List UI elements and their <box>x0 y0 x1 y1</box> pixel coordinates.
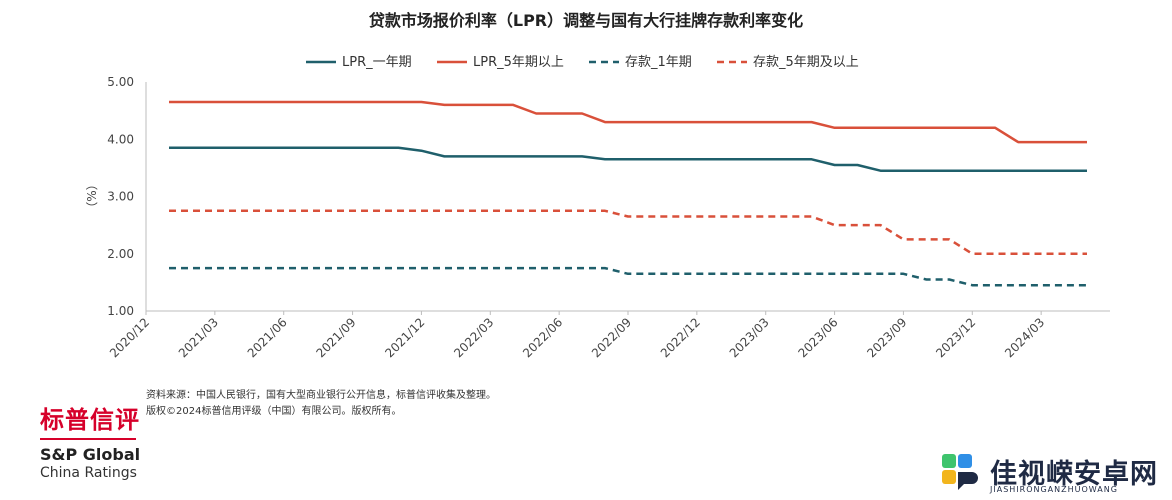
chart-title: 贷款市场报价利率（LPR）调整与国有大行挂牌存款利率变化 <box>369 11 803 30</box>
legend-label: 存款_1年期 <box>625 55 692 70</box>
y-tick-label: 5.00 <box>107 75 134 89</box>
x-tick-label: 2021/12 <box>382 315 427 360</box>
x-tick-label: 2022/03 <box>451 315 496 360</box>
y-ticks: 5.00 4.00 3.00 2.00 1.00 <box>107 75 134 318</box>
x-ticks: 2020/12 2021/03 2021/06 2021/09 2021/12 2022/… <box>107 311 1047 360</box>
copyright-line: 版权©2024标普信用评级（中国）有限公司。版权所有。 <box>146 406 402 417</box>
x-tick-label: 2021/03 <box>176 315 221 360</box>
y-tick-label: 2.00 <box>107 247 134 261</box>
x-tick-label: 2023/06 <box>796 315 841 360</box>
series-line-solid <box>169 100 1087 144</box>
source-line: 资料来源：中国人民银行，国有大型商业银行公开信息，标普信评收集及整理。 <box>146 390 496 401</box>
y-tick-label: 1.00 <box>107 304 134 318</box>
x-tick-label: 2020/12 <box>107 315 152 360</box>
series-line-solid <box>169 146 1087 172</box>
series-line-dashed <box>169 209 1087 256</box>
x-tick-label: 2024/03 <box>1002 315 1047 360</box>
chart-legend: LPR_一年期 LPR_5年期以上 存款_1年期 存款_5年期及以上 <box>306 55 859 70</box>
legend-label: LPR_5年期以上 <box>473 55 564 70</box>
x-tick-label: 2021/06 <box>245 315 290 360</box>
x-tick-label: 2023/09 <box>864 315 909 360</box>
legend-label: LPR_一年期 <box>342 55 412 70</box>
brand-name-en: S&P Global <box>40 445 141 464</box>
y-tick-label: 3.00 <box>107 190 134 204</box>
x-tick-label: 2022/06 <box>520 315 565 360</box>
brand-name-cn: 标普信评 <box>40 406 140 434</box>
y-tick-label: 4.00 <box>107 132 134 146</box>
x-tick-label: 2022/12 <box>658 315 703 360</box>
series-group <box>169 100 1087 287</box>
watermark-logo-icon <box>942 454 978 490</box>
x-tick-label: 2023/03 <box>727 315 772 360</box>
watermark: 佳视嵘安卓网 JIASHIRONGANZHUOWANG <box>938 450 1163 498</box>
series-line-dashed <box>169 266 1087 287</box>
brand-divider <box>40 438 136 440</box>
x-tick-label: 2023/12 <box>933 315 978 360</box>
legend-label: 存款_5年期及以上 <box>753 55 859 70</box>
watermark-text-cn: 佳视嵘安卓网 <box>990 459 1158 490</box>
x-tick-label: 2022/09 <box>589 315 634 360</box>
brand-logo: 标普信评 S&P Global China Ratings <box>40 406 140 482</box>
source-note: 资料来源：中国人民银行，国有大型商业银行公开信息，标普信评收集及整理。 版权©2… <box>146 388 496 420</box>
brand-subname-en: China Ratings <box>40 465 137 481</box>
watermark-text-en: JIASHIRONGANZHUOWANG <box>990 485 1118 494</box>
x-tick-label: 2021/09 <box>314 315 359 360</box>
y-axis-label: （%） <box>85 178 99 213</box>
